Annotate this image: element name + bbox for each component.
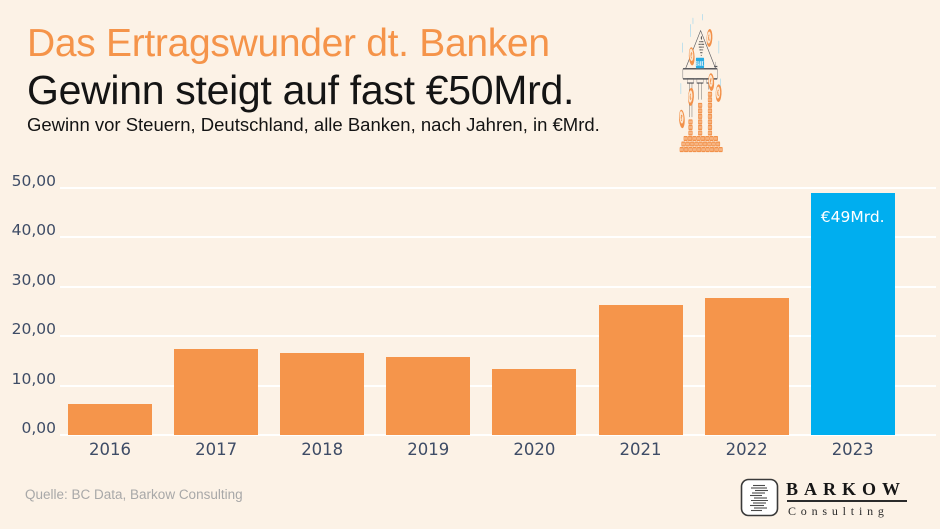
eagle-icon [698, 41, 705, 57]
x-axis-label-2019: 2019 [407, 440, 450, 459]
x-axis-label-2023: 2023 [831, 440, 874, 459]
y-axis-tick-label: 20,00 [11, 320, 56, 339]
bank-sign: BANK [695, 57, 705, 69]
y-axis-tick-label: 30,00 [11, 270, 56, 289]
logo-divider [787, 500, 907, 502]
barkow-logo-icon [740, 478, 779, 517]
x-axis-label-2020: 2020 [513, 440, 556, 459]
x-axis-label-2021: 2021 [619, 440, 662, 459]
page-subtitle: Gewinn steigt auf fast €50Mrd. [27, 67, 575, 113]
detail-mark [714, 61, 718, 68]
bar-2020 [492, 369, 577, 435]
y-axis-tick-label: 40,00 [11, 221, 56, 240]
svg-text:BANK: BANK [696, 60, 703, 68]
x-axis-label-2022: 2022 [725, 440, 768, 459]
bar-value-label: €49Mrd. [820, 207, 885, 226]
page-title: Das Ertragswunder dt. Banken [27, 22, 550, 65]
gridline-20,00 [60, 335, 936, 338]
chart-description: Gewinn vor Steuern, Deutschland, alle Ba… [27, 114, 600, 135]
bar-2021 [598, 305, 683, 435]
logo-name: BARKOW [786, 479, 907, 499]
gridline-50,00 [60, 187, 936, 189]
bank-illustration: € [678, 14, 723, 153]
gridline-40,00 [60, 236, 936, 239]
x-axis-label-2017: 2017 [195, 440, 238, 459]
bar-2023 [810, 192, 895, 435]
y-axis-tick-label: 10,00 [11, 369, 56, 388]
logo-tagline: Consulting [788, 504, 889, 518]
gridline-30,00 [60, 285, 936, 288]
x-axis-label-2018: 2018 [301, 440, 344, 459]
x-axis-label-2016: 2016 [89, 440, 131, 459]
bar-2022 [704, 297, 789, 435]
bar-2019 [386, 356, 471, 435]
eagle-head-icon [700, 36, 702, 40]
gridline-0,00 [60, 434, 936, 436]
y-axis-tick-label: 50,00 [11, 172, 56, 190]
source-note: Quelle: BC Data, Barkow Consulting [25, 487, 243, 502]
bar-2017 [174, 349, 259, 435]
bar-2018 [280, 353, 365, 435]
bar-2016 [68, 403, 152, 435]
y-axis-tick-label: 0,00 [21, 419, 56, 437]
